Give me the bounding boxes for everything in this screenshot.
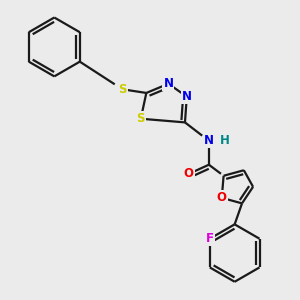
Text: H: H [219,134,229,147]
Text: N: N [164,77,173,90]
Text: O: O [217,191,227,204]
Text: S: S [118,83,127,96]
Text: O: O [184,167,194,180]
Text: F: F [206,232,214,245]
Text: N: N [204,134,214,147]
Text: S: S [136,112,145,125]
Text: N: N [182,90,192,103]
